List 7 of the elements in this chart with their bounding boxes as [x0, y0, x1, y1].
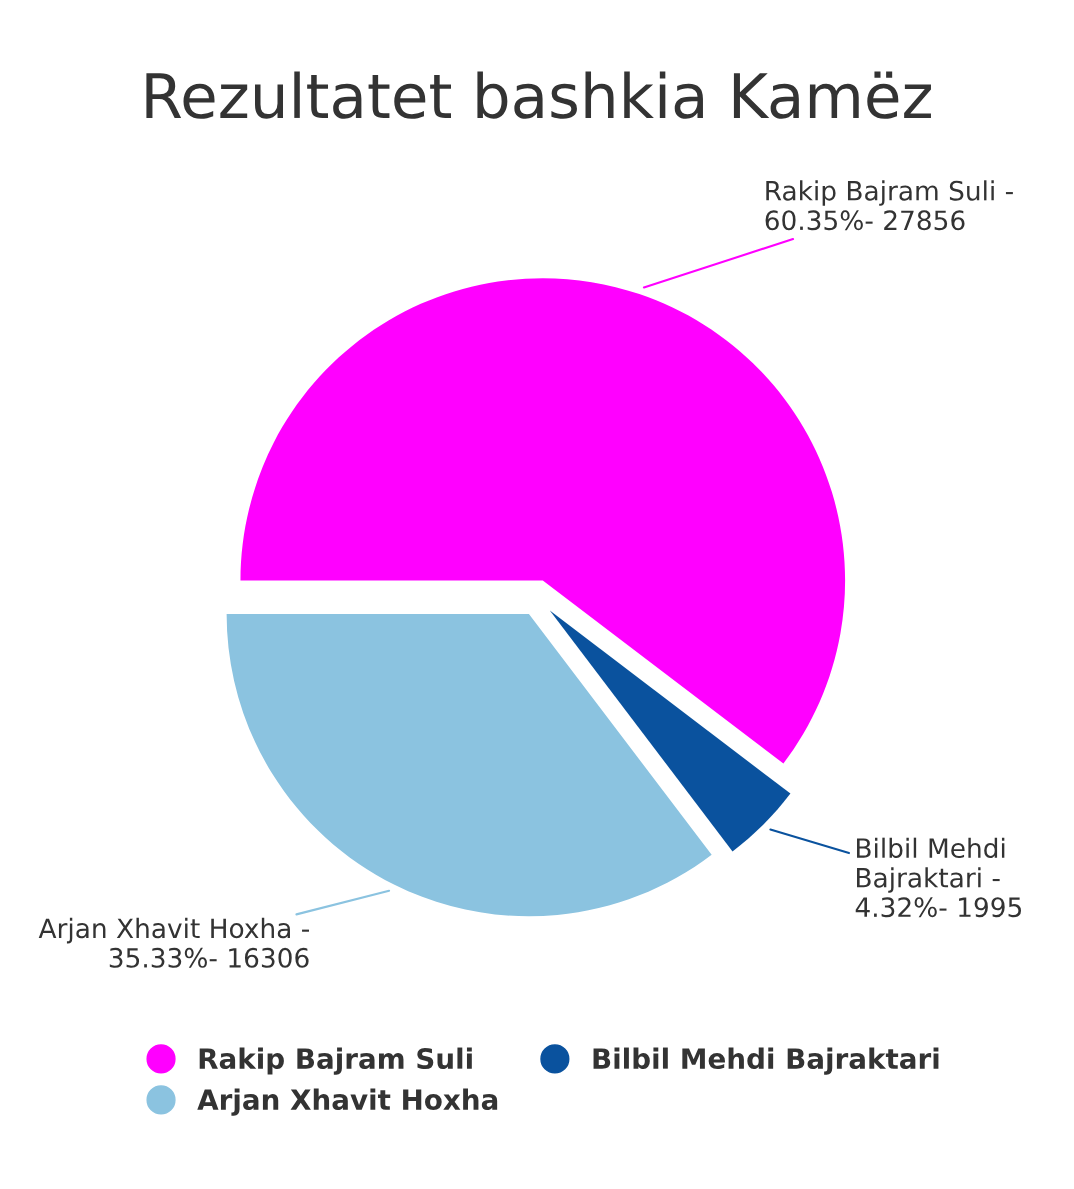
text: Arjan Xhavit Hoxha - 35.33%- 16306 [38, 917, 309, 968]
text: Bilbil Mehdi Bajraktari - 4.32%- 1995 [855, 837, 1022, 918]
text: Rakip Bajram Suli - 60.35%- 27856 [765, 180, 1013, 231]
chart-title: Rezultatet bashkia Kamëz [146, 71, 931, 119]
legend-label: Rakip Bajram Suli [199, 1047, 472, 1075]
legend-label: Arjan Xhavit Hoxha [197, 1088, 498, 1116]
legend-label: Bilbil Mehdi Bajraktari [593, 1047, 939, 1075]
